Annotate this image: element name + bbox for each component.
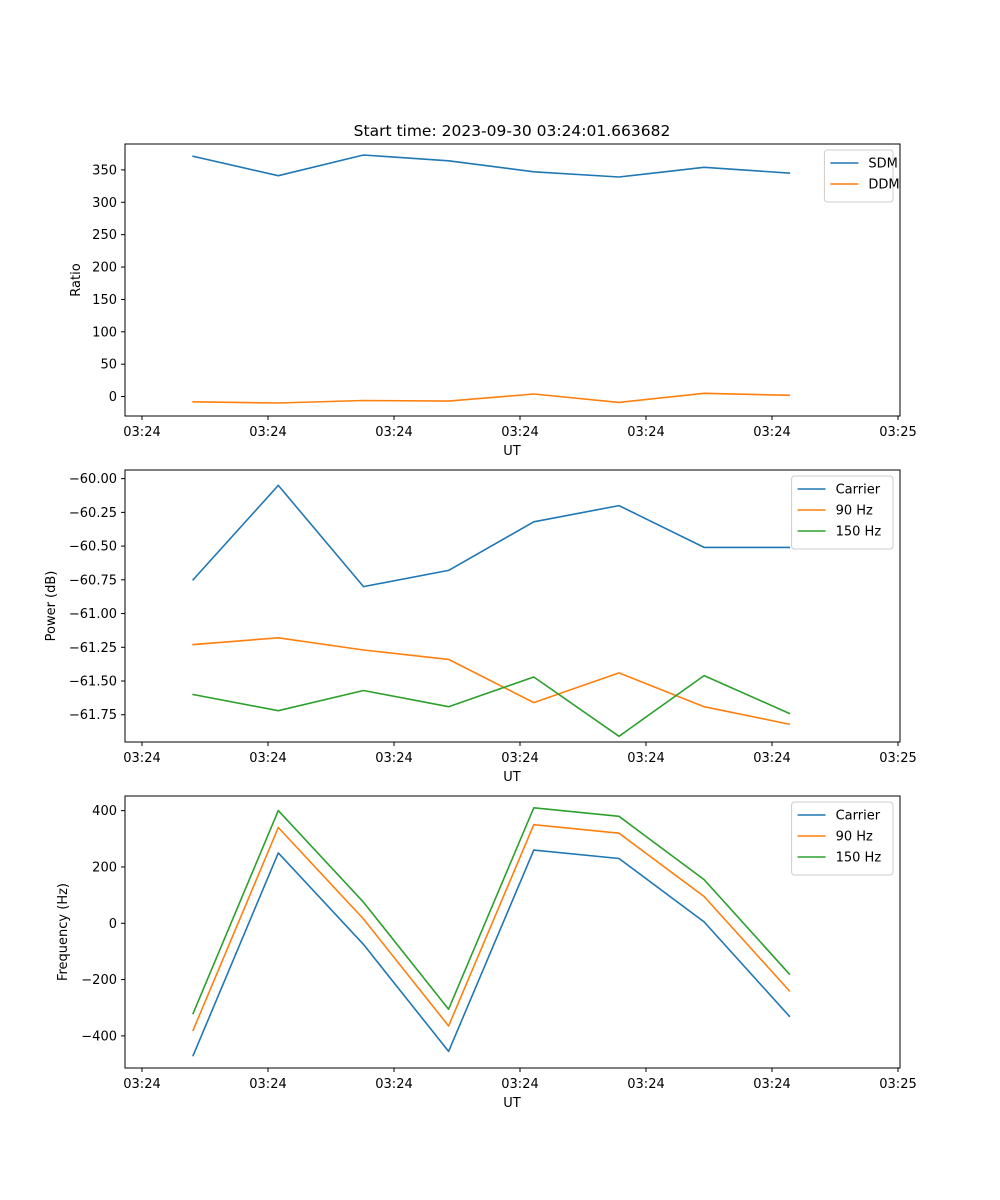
legend-label: Carrier — [836, 809, 881, 824]
series-line-90-hz — [192, 636, 791, 726]
panel-1: 03:24 03:24 03:24 03:24 03:24 03:24 03:25 0 50 10… — [69, 143, 917, 459]
y-tick-label: 350 — [92, 163, 117, 178]
y-tick-label: 0 — [109, 917, 117, 932]
x-tick-label: 03:25 — [879, 1077, 916, 1092]
y-tick-label: −200 — [81, 973, 117, 988]
legend: Carrier 90 Hz 150 Hz — [791, 475, 894, 550]
panel-3: 03:24 03:24 03:24 03:24 03:24 03:24 03:25 −400 −… — [56, 795, 917, 1111]
legend-label: 90 Hz — [836, 504, 873, 519]
x-tick-label: 03:24 — [375, 1077, 412, 1092]
x-tick-label: 03:24 — [753, 1077, 790, 1092]
figure-title: Start time: 2023-09-30 03:24:01.663682 — [354, 122, 671, 140]
x-tick-label: 03:24 — [627, 751, 664, 766]
y-tick-label: 50 — [100, 358, 117, 373]
y-tick-label: −60.75 — [69, 573, 117, 588]
x-tick-label: 03:24 — [249, 751, 286, 766]
x-tick-label: 03:24 — [123, 425, 160, 440]
x-tick-label: 03:24 — [123, 751, 160, 766]
y-tick-label: 150 — [92, 293, 117, 308]
series-line-ddm — [192, 392, 791, 404]
x-axis-label: UT — [503, 444, 521, 459]
y-tick-label: 200 — [92, 860, 117, 875]
legend-label: DDM — [868, 178, 899, 193]
x-tick-label: 03:24 — [501, 751, 538, 766]
series-line-carrier — [191, 484, 791, 588]
axes-frame — [124, 143, 901, 417]
x-tick-label: 03:24 — [627, 1077, 664, 1092]
x-axis-label: UT — [503, 1096, 521, 1111]
y-tick-label: 250 — [92, 228, 117, 243]
x-tick-label: 03:24 — [753, 751, 790, 766]
y-tick-label: 200 — [92, 261, 117, 276]
y-tick-label: −61.25 — [69, 641, 117, 656]
x-tick-label: 03:25 — [879, 425, 916, 440]
y-axis-label: Frequency (Hz) — [56, 883, 71, 981]
y-tick-label: 100 — [92, 325, 117, 340]
y-tick-label: 400 — [92, 804, 117, 819]
x-tick-label: 03:24 — [753, 425, 790, 440]
legend: Carrier 90 Hz 150 Hz — [791, 801, 894, 876]
legend-label: SDM — [868, 157, 897, 172]
y-tick-label: −60.00 — [69, 472, 117, 487]
series-line-carrier — [192, 849, 791, 1057]
y-tick-label: −61.00 — [69, 607, 117, 622]
x-tick-label: 03:24 — [249, 425, 286, 440]
y-tick-label: −60.25 — [69, 506, 117, 521]
axes-frame — [124, 469, 901, 743]
series-line-sdm — [192, 154, 791, 178]
y-tick-label: 0 — [109, 390, 117, 405]
x-tick-label: 03:24 — [627, 425, 664, 440]
series-line-150-hz — [192, 806, 791, 1015]
legend: SDM DDM — [823, 149, 900, 203]
x-tick-label: 03:24 — [249, 1077, 286, 1092]
x-axis-label: UT — [503, 770, 521, 785]
y-axis-label: Ratio — [69, 263, 84, 296]
x-tick-label: 03:24 — [123, 1077, 160, 1092]
series-line-90-hz — [192, 823, 791, 1032]
y-tick-label: 300 — [92, 196, 117, 211]
panels: 03:24 03:24 03:24 03:24 03:24 03:24 03:25 0 50 10… — [44, 143, 917, 1111]
y-tick-label: −61.50 — [69, 675, 117, 690]
legend-label: 150 Hz — [836, 525, 882, 540]
panel-2: 03:24 03:24 03:24 03:24 03:24 03:24 03:25 −61.7… — [44, 469, 917, 785]
x-tick-label: 03:24 — [375, 425, 412, 440]
legend-label: 90 Hz — [836, 830, 873, 845]
y-tick-label: −400 — [81, 1029, 117, 1044]
x-tick-label: 03:24 — [375, 751, 412, 766]
x-tick-label: 03:25 — [879, 751, 916, 766]
legend-label: Carrier — [836, 483, 881, 498]
legend-label: 150 Hz — [836, 851, 882, 866]
y-tick-label: −61.75 — [69, 708, 117, 723]
axes-frame — [124, 795, 901, 1069]
y-axis-label: Power (dB) — [44, 571, 59, 642]
series-line-150-hz — [192, 674, 791, 738]
x-tick-label: 03:24 — [501, 425, 538, 440]
y-tick-label: −60.50 — [69, 540, 117, 555]
x-tick-label: 03:24 — [501, 1077, 538, 1092]
